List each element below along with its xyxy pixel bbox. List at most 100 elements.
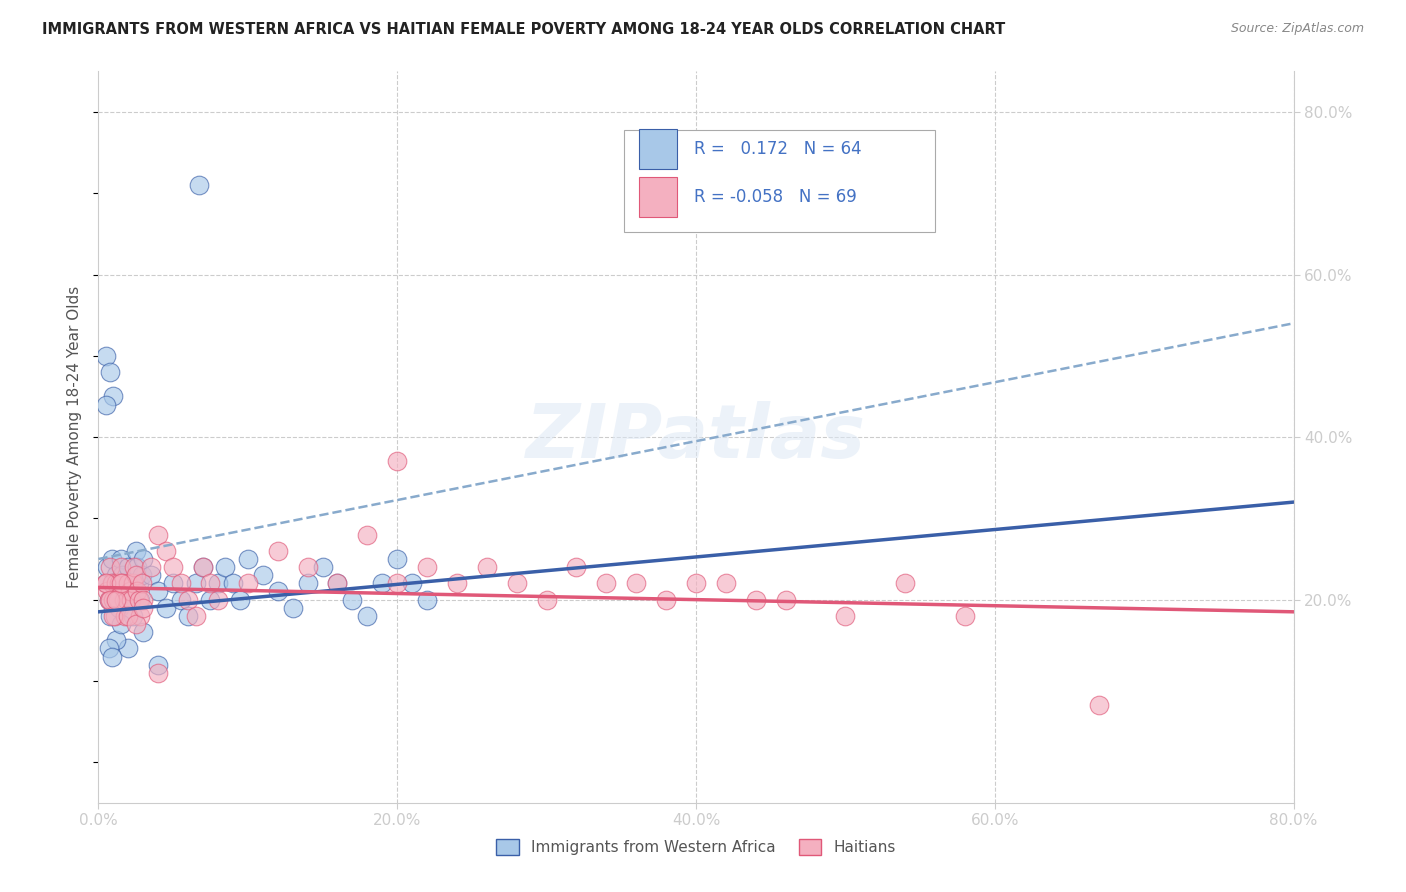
Point: [148, 527, 170, 541]
Point: [132, 625, 155, 640]
Point: [1088, 698, 1111, 713]
Point: [94, 576, 117, 591]
Point: [94, 576, 117, 591]
Text: ZIPatlas: ZIPatlas: [526, 401, 866, 474]
Point: [110, 552, 132, 566]
Point: [356, 527, 378, 541]
Point: [297, 560, 319, 574]
Point: [107, 584, 129, 599]
Point: [108, 600, 131, 615]
Point: [132, 592, 155, 607]
Point: [595, 576, 617, 591]
Point: [114, 608, 136, 623]
Point: [200, 592, 222, 607]
FancyBboxPatch shape: [638, 177, 676, 217]
Text: Source: ZipAtlas.com: Source: ZipAtlas.com: [1230, 22, 1364, 36]
Point: [132, 600, 155, 615]
Point: [162, 560, 184, 574]
Point: [177, 592, 200, 607]
Point: [103, 389, 125, 403]
Point: [953, 608, 976, 623]
Point: [385, 576, 409, 591]
Point: [775, 592, 797, 607]
Point: [97, 592, 120, 607]
Point: [127, 584, 149, 599]
Point: [132, 552, 155, 566]
Point: [128, 576, 150, 591]
Point: [267, 584, 290, 599]
Point: [125, 617, 148, 632]
Point: [446, 576, 468, 591]
Point: [184, 576, 207, 591]
Point: [117, 608, 139, 623]
Point: [385, 552, 409, 566]
Point: [97, 641, 120, 656]
Point: [169, 592, 191, 607]
Point: [103, 608, 125, 623]
Point: [162, 576, 184, 591]
Point: [103, 576, 125, 591]
Point: [121, 576, 143, 591]
Point: [97, 592, 120, 607]
Point: [139, 560, 162, 574]
Point: [124, 560, 146, 574]
Point: [112, 592, 135, 607]
Point: [148, 665, 170, 680]
Point: [385, 454, 409, 468]
Point: [127, 560, 149, 574]
Point: [252, 568, 274, 582]
Point: [655, 592, 678, 607]
Point: [187, 178, 209, 193]
Point: [148, 657, 170, 672]
Point: [105, 576, 128, 591]
Text: R = -0.058   N = 69: R = -0.058 N = 69: [693, 188, 856, 206]
Point: [103, 592, 125, 607]
Point: [236, 576, 259, 591]
Point: [117, 576, 139, 591]
Point: [94, 576, 117, 591]
Point: [117, 641, 139, 656]
Point: [222, 576, 245, 591]
Point: [191, 560, 214, 574]
Point: [124, 576, 146, 591]
Point: [96, 584, 118, 599]
Point: [131, 568, 153, 582]
Point: [94, 398, 117, 412]
Point: [148, 584, 170, 599]
Point: [104, 592, 127, 607]
Point: [96, 560, 118, 574]
Point: [894, 576, 917, 591]
Point: [118, 584, 141, 599]
Point: [207, 576, 229, 591]
Point: [110, 617, 132, 632]
Point: [236, 552, 259, 566]
Point: [120, 592, 142, 607]
Point: [118, 576, 141, 591]
Point: [129, 592, 152, 607]
Point: [105, 633, 128, 648]
Point: [105, 592, 128, 607]
Point: [117, 560, 139, 574]
FancyBboxPatch shape: [638, 128, 676, 169]
Point: [191, 560, 214, 574]
Point: [98, 608, 122, 623]
Point: [169, 576, 191, 591]
Point: [342, 592, 364, 607]
Point: [356, 608, 378, 623]
Point: [105, 568, 128, 582]
Point: [94, 349, 117, 363]
Point: [114, 592, 136, 607]
Point: [475, 560, 498, 574]
Point: [207, 592, 229, 607]
Point: [685, 576, 707, 591]
Point: [506, 576, 529, 591]
Point: [115, 592, 138, 607]
Point: [371, 576, 394, 591]
Point: [115, 576, 138, 591]
Point: [110, 576, 132, 591]
Point: [98, 592, 122, 607]
Point: [401, 576, 423, 591]
Point: [184, 608, 207, 623]
Point: [120, 592, 142, 607]
Point: [565, 560, 588, 574]
